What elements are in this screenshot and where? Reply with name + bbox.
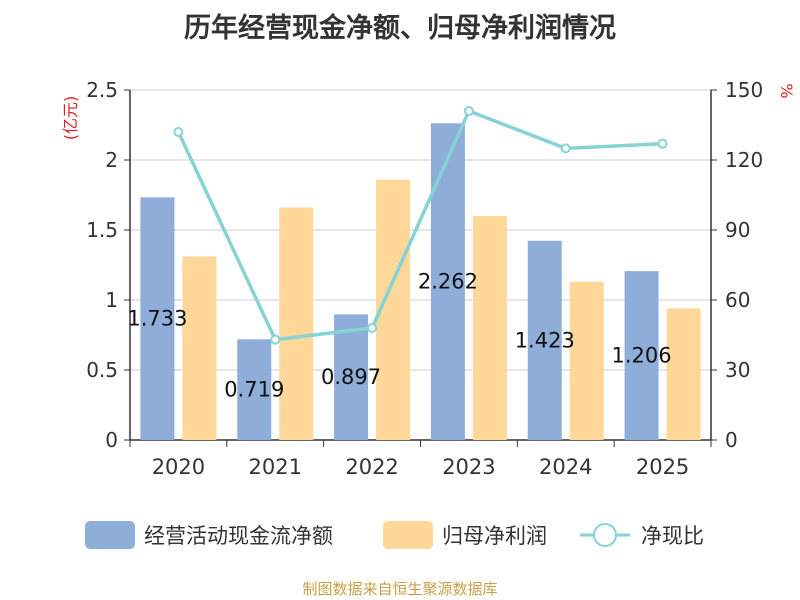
x-tick-label: 2025 (636, 455, 689, 479)
left-tick-label: 0.5 (86, 358, 118, 382)
ratio-point (560, 143, 571, 154)
cash-flow-data-label: 0.719 (224, 378, 284, 402)
ratio-point (173, 127, 184, 137)
chart-title: 历年经营现金净额、归母净利润情况 (184, 13, 616, 44)
cash-flow-data-label: 2.262 (418, 270, 478, 294)
right-tick-label: 60 (725, 288, 750, 312)
legend-swatch-cash-flow (85, 521, 135, 549)
left-axis-unit: (亿元) (61, 96, 80, 141)
ratio-point (657, 138, 668, 149)
right-axis-unit: % (777, 83, 796, 98)
right-tick-label: 90 (725, 218, 750, 242)
bar-cash-flow (430, 123, 465, 440)
ratio-point (270, 334, 281, 345)
legend-label-net-profit: 归母净利润 (442, 524, 547, 548)
bar-cash-flow (140, 197, 175, 440)
x-tick-label: 2021 (249, 455, 302, 479)
x-tick-label: 2023 (442, 455, 495, 479)
bar-net-profit (279, 207, 314, 440)
bar-cash-flow (334, 314, 369, 440)
legend-label-ratio: 净现比 (641, 524, 704, 548)
left-tick-label: 2 (105, 148, 118, 172)
left-tick-label: 2.5 (86, 78, 118, 102)
right-tick-label: 30 (725, 358, 750, 382)
right-tick-label: 150 (725, 78, 763, 102)
cash-flow-data-label: 1.423 (515, 328, 575, 352)
bar-cash-flow (237, 339, 272, 440)
ratio-line (176, 108, 663, 342)
x-tick-label: 2020 (152, 455, 205, 479)
cash-flow-data-label: 0.897 (321, 365, 381, 389)
bar-net-profit (569, 281, 604, 440)
bar-net-profit (666, 308, 701, 440)
legend-label-cash-flow: 经营活动现金流净额 (144, 524, 333, 548)
left-tick-label: 0 (105, 428, 118, 452)
right-tick-label: 0 (725, 428, 738, 452)
bar-cash-flow (527, 240, 562, 440)
right-tick-label: 120 (725, 148, 763, 172)
ratio-point (463, 106, 474, 116)
left-tick-label: 1.5 (86, 218, 118, 242)
cash-flow-data-label: 1.733 (127, 307, 187, 331)
bar-net-profit (472, 216, 507, 440)
source-footer: 制图数据来自恒生聚源数据库 (302, 580, 498, 598)
bar-net-profit (182, 256, 217, 440)
left-tick-label: 1 (105, 288, 118, 312)
legend-marker-ratio (593, 523, 617, 547)
x-tick-label: 2022 (345, 455, 398, 479)
legend-swatch-net-profit (383, 521, 433, 549)
cash-flow-data-label: 1.206 (612, 344, 672, 368)
x-tick-label: 2024 (539, 455, 592, 479)
ratio-point (367, 323, 378, 333)
bar-cash-flow (624, 271, 659, 440)
